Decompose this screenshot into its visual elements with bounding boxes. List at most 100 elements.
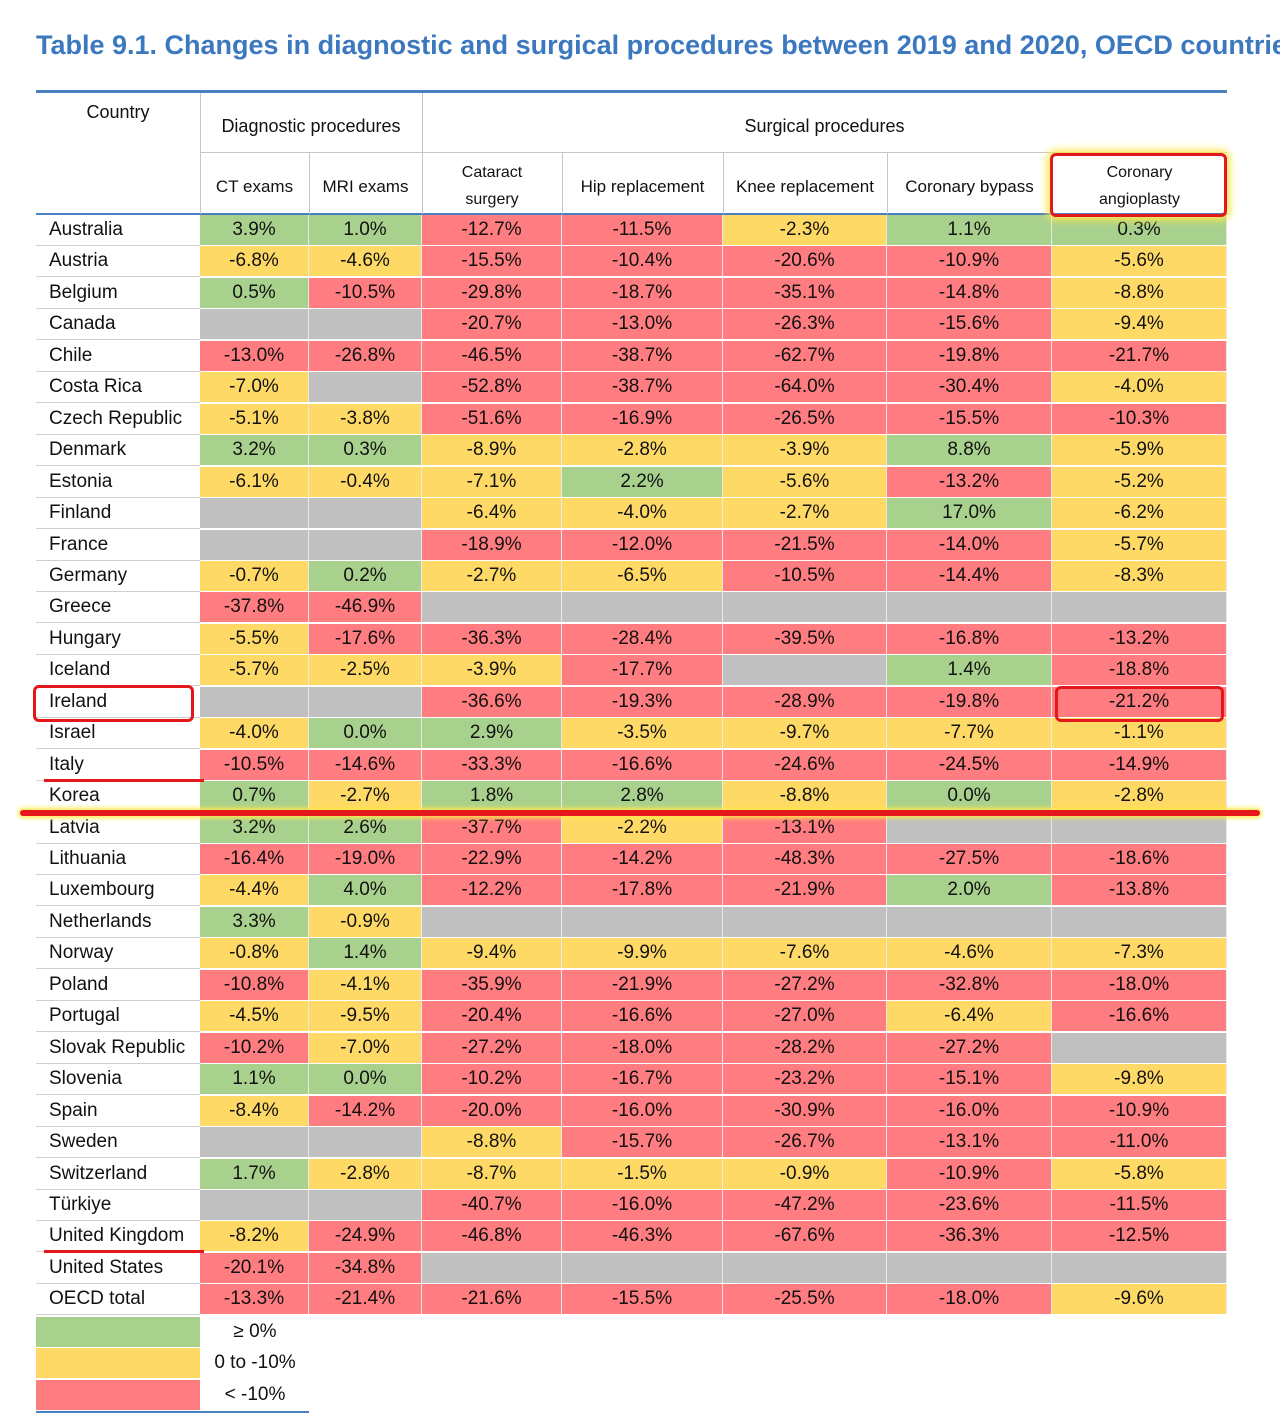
value-cell: -46.8% xyxy=(422,1221,562,1252)
value-cell: -34.8% xyxy=(309,1252,422,1283)
value-cell: 1.1% xyxy=(887,215,1052,245)
row-divider xyxy=(36,1219,200,1221)
value-cell: 4.0% xyxy=(309,875,422,906)
row-divider xyxy=(36,622,200,624)
value-cell: -52.8% xyxy=(422,372,562,403)
country-cell: Lithuania xyxy=(49,848,127,869)
legend-label: 0 to -10% xyxy=(214,1352,296,1374)
table-row: United Kingdom -8.2% -24.9% -46.8% -46.3% -67… xyxy=(36,1221,1227,1253)
value-cell: -2.5% xyxy=(309,655,422,686)
value-cell: -13.2% xyxy=(887,466,1052,497)
row-divider xyxy=(36,842,200,844)
value-cell xyxy=(309,686,422,717)
value-cell: 2.9% xyxy=(422,718,562,749)
row-divider xyxy=(36,465,200,467)
value-cell: -28.2% xyxy=(723,1032,887,1063)
value-cell: -13.3% xyxy=(200,1284,309,1315)
value-cell: -26.3% xyxy=(723,309,887,340)
value-cell: -9.8% xyxy=(1052,1064,1227,1095)
value-cell: -22.9% xyxy=(422,844,562,874)
country-cell: Sweden xyxy=(49,1131,118,1153)
value-cell: -16.9% xyxy=(562,403,723,434)
value-cell xyxy=(723,1252,887,1283)
row-divider xyxy=(36,1094,200,1096)
column-header-coronary-angioplasty: Coronary angioplasty xyxy=(1099,164,1180,208)
value-cell: -0.9% xyxy=(723,1158,887,1189)
table-row: France -18.9% -12.0% -21.5% -14.0% -5.7% xyxy=(36,529,1227,561)
value-cell: -18.8% xyxy=(1052,655,1227,686)
value-cell: 3.2% xyxy=(200,435,309,466)
value-cell: -16.0% xyxy=(562,1095,723,1126)
value-cell: -30.4% xyxy=(887,372,1052,403)
value-cell: -5.7% xyxy=(200,655,309,686)
country-cell: Estonia xyxy=(49,470,113,492)
country-cell: Iceland xyxy=(49,659,111,681)
table-row: Germany -0.7% 0.2% -2.7% -6.5% -10.5% -14.4% -8… xyxy=(36,560,1227,592)
value-cell: 8.8% xyxy=(887,435,1052,466)
value-cell: 0.0% xyxy=(309,1064,422,1095)
value-cell: -27.0% xyxy=(723,1001,887,1032)
value-cell xyxy=(887,592,1052,623)
value-cell: -6.8% xyxy=(200,246,309,277)
row-divider xyxy=(36,559,200,561)
value-cell: -15.6% xyxy=(887,309,1052,340)
table-row: Latvia 3.2% 2.6% -37.7% -2.2% -13.1% xyxy=(36,812,1227,844)
table-row: Norway -0.8% 1.4% -9.4% -9.9% -7.6% -4.6% -7.3% xyxy=(36,938,1227,970)
country-cell: Slovak Republic xyxy=(49,1036,186,1058)
value-cell: -10.2% xyxy=(200,1032,309,1063)
value-cell: 0.0% xyxy=(887,781,1052,812)
col-divider xyxy=(309,153,310,214)
country-cell: Spain xyxy=(49,1099,98,1121)
table-row: Luxembourg -4.4% 4.0% -12.2% -17.8% -21.9% 2.0… xyxy=(36,875,1227,907)
country-cell: Poland xyxy=(49,973,109,995)
row-divider xyxy=(36,402,200,404)
value-cell: -64.0% xyxy=(723,372,887,403)
row-divider xyxy=(36,1062,200,1064)
value-cell: -19.8% xyxy=(887,686,1052,717)
table-row: Costa Rica -7.0% -52.8% -38.7% -64.0% -30.4% -… xyxy=(36,372,1227,404)
value-cell: -19.0% xyxy=(309,844,422,874)
row-divider xyxy=(36,433,200,435)
value-cell: -15.5% xyxy=(562,1284,723,1315)
legend-swatch-red xyxy=(36,1379,200,1410)
value-cell: -28.4% xyxy=(562,623,723,654)
value-cell: -12.0% xyxy=(562,529,723,560)
value-cell xyxy=(887,906,1052,937)
value-cell: -26.8% xyxy=(309,340,422,371)
value-cell: -3.5% xyxy=(562,718,723,749)
value-cell: -1.5% xyxy=(562,1158,723,1189)
legend-label: < -10% xyxy=(224,1383,286,1405)
header-bottom-rule xyxy=(36,213,1227,215)
table-row: Sweden -8.8% -15.7% -26.7% -13.1% -11.0% xyxy=(36,1127,1227,1159)
value-cell: -0.9% xyxy=(309,906,422,937)
value-cell: -30.9% xyxy=(723,1095,887,1126)
row-divider xyxy=(36,1031,200,1033)
value-cell: -2.8% xyxy=(1052,781,1227,812)
value-cell: -5.6% xyxy=(723,466,887,497)
value-cell: -10.9% xyxy=(887,1158,1052,1189)
value-cell: -20.0% xyxy=(422,1095,562,1126)
col-divider xyxy=(887,153,888,214)
value-cell: -12.2% xyxy=(422,875,562,906)
table-row: Poland -10.8% -4.1% -35.9% -21.9% -27.2% -32.8… xyxy=(36,969,1227,1001)
value-cell: -8.8% xyxy=(1052,277,1227,308)
value-cell: -6.4% xyxy=(887,1001,1052,1032)
value-cell xyxy=(200,686,309,717)
value-cell: -10.5% xyxy=(309,277,422,308)
value-cell: -2.8% xyxy=(562,435,723,466)
value-cell: 1.0% xyxy=(309,215,422,245)
table-row: Spain -8.4% -14.2% -20.0% -16.0% -30.9% -16.0%… xyxy=(36,1095,1227,1127)
value-cell: -40.7% xyxy=(422,1189,562,1220)
value-cell: -15.5% xyxy=(422,246,562,277)
value-cell: -14.0% xyxy=(887,529,1052,560)
table-title: Table 9.1. Changes in diagnostic and sur… xyxy=(36,30,1280,60)
row-divider xyxy=(36,936,200,938)
value-cell: -51.6% xyxy=(422,403,562,434)
row-divider xyxy=(36,653,200,655)
country-cell: United States xyxy=(49,1256,164,1278)
value-cell: -21.6% xyxy=(422,1284,562,1315)
country-cell: Canada xyxy=(49,313,116,335)
row-divider xyxy=(36,1157,200,1159)
table-row: Israel -4.0% 0.0% 2.9% -3.5% -9.7% -7.7% -1.1% xyxy=(36,718,1227,750)
value-cell: -3.9% xyxy=(723,435,887,466)
